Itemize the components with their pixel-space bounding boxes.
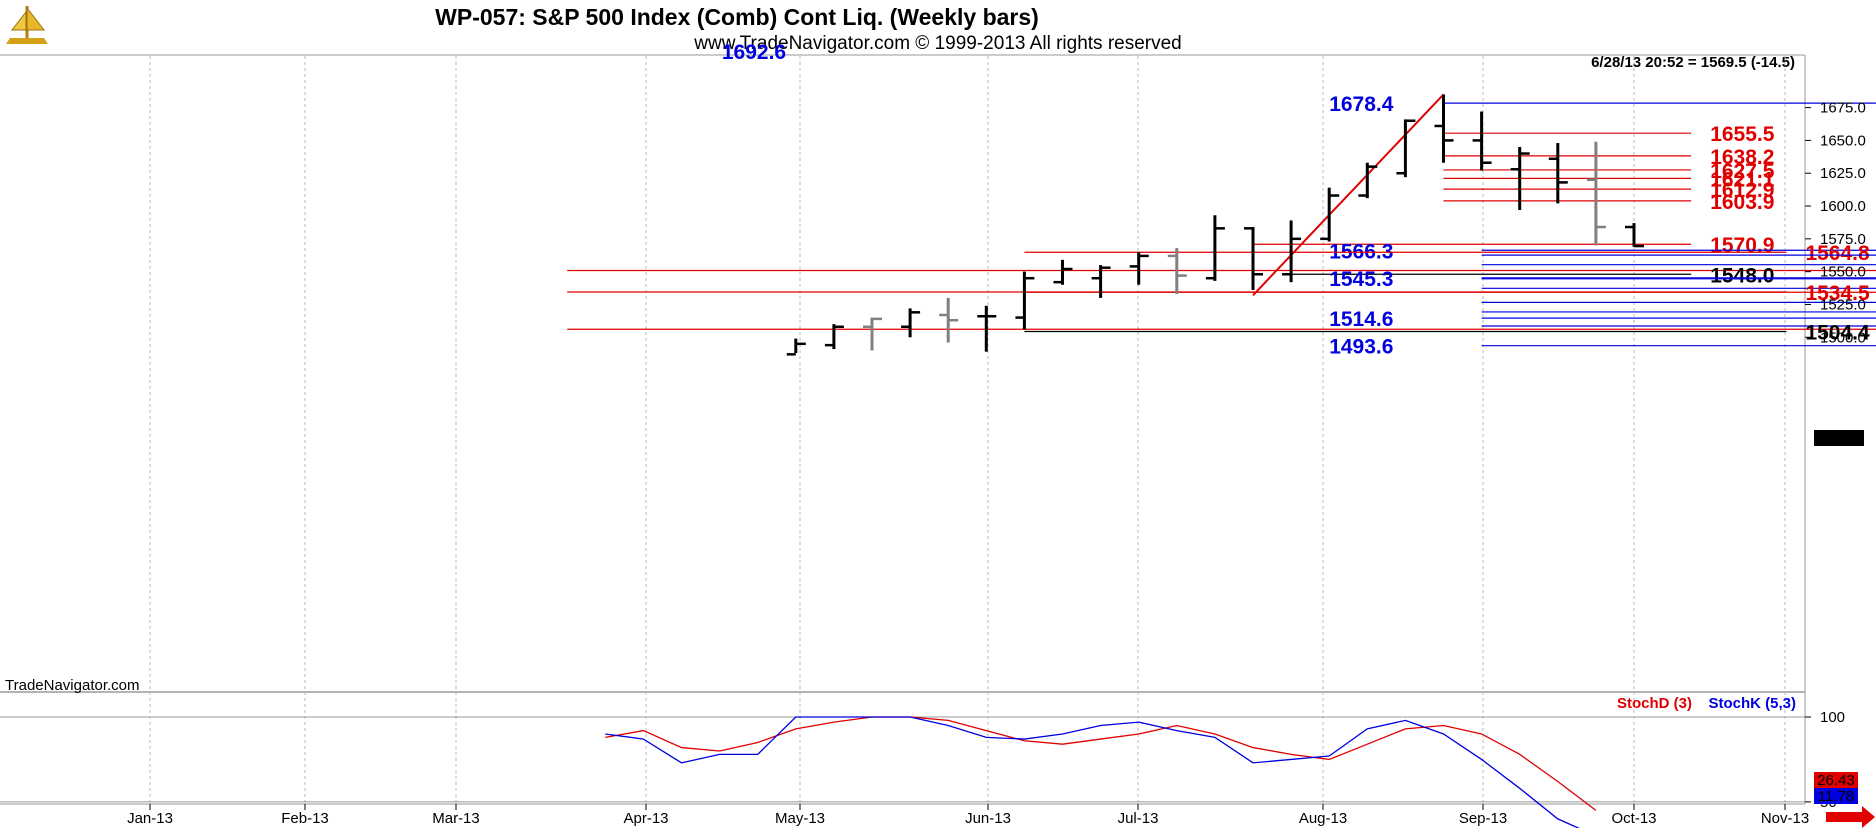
stochastic-panel: 10050 bbox=[0, 709, 1845, 828]
trendline bbox=[1252, 93, 1445, 296]
x-tick-label: Jul-13 bbox=[1118, 810, 1159, 827]
x-tick-label: Jan-13 bbox=[127, 810, 173, 827]
x-tick-label: Aug-13 bbox=[1299, 810, 1347, 827]
panel-frames bbox=[0, 0, 1876, 805]
level-lines: 1678.4 1655.51638.21627.51621.11612.91603… bbox=[567, 93, 1876, 359]
time-axis: Jan-13 Feb-13 Mar-13 Apr-13 May-13 Jun-13 Jul-… bbox=[127, 804, 1809, 827]
stoch-series-line bbox=[605, 716, 1597, 811]
legend-stochk: StochK (5,3) bbox=[1708, 695, 1796, 712]
x-tick-label: Sep-13 bbox=[1459, 810, 1507, 827]
level-label: 1603.9 bbox=[1710, 191, 1774, 214]
clipped-level-label: 1692.6 bbox=[722, 41, 786, 64]
level-label: 1564.8 bbox=[1805, 242, 1870, 265]
level-label: 1621.1 bbox=[1710, 168, 1775, 191]
level-label: 1514.6 bbox=[1329, 308, 1393, 331]
level-label: 1655.5 bbox=[1710, 123, 1775, 146]
x-tick-label: Mar-13 bbox=[432, 810, 480, 827]
last-price-label: 1569.5 bbox=[1816, 430, 1862, 447]
x-tick-label: Jun-13 bbox=[965, 810, 1011, 827]
level-label: 1627.5 bbox=[1710, 160, 1775, 183]
x-tick-label: Apr-13 bbox=[623, 810, 668, 827]
stochk-last-value: 11.78 bbox=[1818, 788, 1854, 805]
y-tick-label: 1625.0 bbox=[1820, 165, 1866, 182]
grid bbox=[149, 56, 1786, 804]
stochk-last-box bbox=[1814, 788, 1858, 804]
stochd-last-value: 26.43 bbox=[1817, 772, 1855, 789]
y-tick-label: 1575.0 bbox=[1820, 231, 1866, 248]
chart-title: WP-057: S&P 500 Index (Comb) Cont Liq. (… bbox=[435, 4, 1039, 30]
x-tick-label: Nov-13 bbox=[1761, 810, 1809, 827]
x-tick-label: May-13 bbox=[775, 810, 825, 827]
level-label: 1570.9 bbox=[1710, 234, 1774, 257]
stochd-last-box bbox=[1814, 772, 1858, 788]
last-price-box bbox=[1814, 430, 1864, 446]
y-tick-label: 1675.0 bbox=[1820, 100, 1866, 117]
x-tick-label: Oct-13 bbox=[1611, 810, 1656, 827]
y-tick-label: 1500.0 bbox=[1820, 329, 1866, 346]
level-label: 1504.4 bbox=[1805, 321, 1870, 344]
y-tick-label: 1600.0 bbox=[1820, 198, 1866, 215]
stoch-tick-label: 100 bbox=[1820, 709, 1845, 726]
y-tick-label: 1650.0 bbox=[1820, 132, 1866, 149]
stoch-series-line bbox=[605, 716, 1580, 828]
price-axis: 1675.0 1650.0 1625.0 1600.0 1575.0 1550.0 1525… bbox=[1805, 100, 1866, 346]
logo-icon bbox=[6, 6, 48, 44]
price-bars bbox=[786, 94, 1644, 356]
y-tick-label: 1550.0 bbox=[1820, 264, 1866, 281]
chart-subtitle: www.TradeNavigator.com © 1999-2013 All r… bbox=[693, 33, 1181, 54]
watermark: TradeNavigator.com bbox=[5, 677, 140, 694]
last-quote: 6/28/13 20:52 = 1569.5 (-14.5) bbox=[1591, 54, 1795, 71]
y-tick-label: 1525.0 bbox=[1820, 296, 1866, 313]
level-label: 1612.9 bbox=[1710, 179, 1774, 202]
level-label: 1678.4 bbox=[1329, 93, 1394, 116]
level-label: 1534.5 bbox=[1805, 282, 1870, 305]
level-label: 1493.6 bbox=[1329, 336, 1393, 359]
x-tick-label: Feb-13 bbox=[281, 810, 329, 827]
level-label: 1548.0 bbox=[1710, 264, 1774, 287]
trend-line bbox=[1252, 93, 1445, 296]
header-area bbox=[0, 0, 1876, 55]
legend-stochd: StochD (3) bbox=[1617, 695, 1692, 712]
level-label: 1638.2 bbox=[1710, 146, 1774, 169]
level-label: 1545.3 bbox=[1329, 268, 1393, 291]
scroll-right-arrow-icon[interactable] bbox=[1826, 806, 1875, 828]
